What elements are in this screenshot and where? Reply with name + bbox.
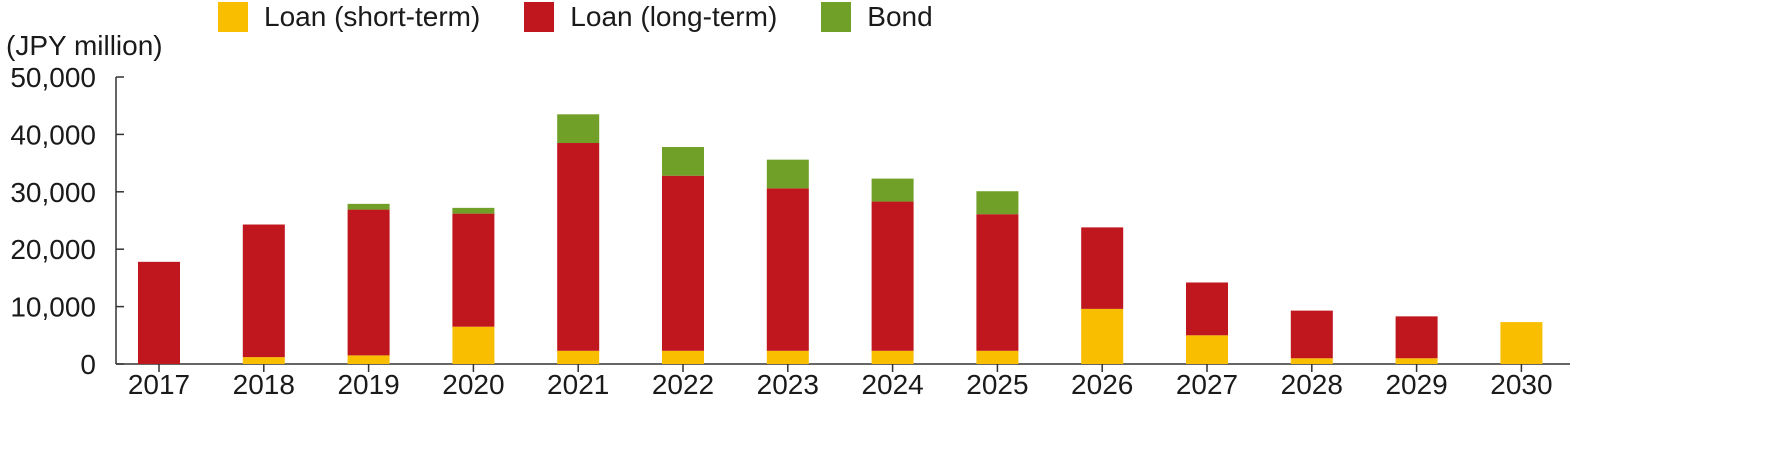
x-tick-label: 2025 [966,369,1028,400]
y-tick-label: 10,000 [10,292,96,323]
bar-loan-long-term-2028 [1290,310,1333,359]
x-tick-label: 2018 [233,369,295,400]
bar-loan-short-term-2020 [452,326,495,364]
chart-legend: Loan (short-term) Loan (long-term) Bond [218,0,977,34]
legend-swatch-loan-long-term [524,2,555,32]
bar-loan-short-term-2026 [1081,308,1124,364]
bar-loan-short-term-2018 [242,357,285,364]
x-tick-label: 2026 [1071,369,1133,400]
x-tick-label: 2030 [1490,369,1552,400]
x-tick-label: 2019 [337,369,399,400]
bar-loan-long-term-2017 [138,261,180,364]
y-axis-unit-label: (JPY million) [6,30,163,61]
legend-label-loan-short-term: Loan (short-term) [264,1,481,32]
bar-loan-short-term-2028 [1290,358,1333,364]
y-tick-label: 0 [80,349,96,380]
bar-loan-short-term-2023 [766,350,809,364]
bar-bond-2019 [347,203,390,210]
bar-loan-long-term-2021 [557,143,600,351]
bar-loan-short-term-2027 [1186,335,1228,364]
bar-loan-short-term-2029 [1395,358,1438,364]
y-tick-label: 40,000 [10,119,96,150]
bar-loan-short-term-2019 [347,355,390,364]
x-tick-label: 2017 [128,369,190,400]
bar-loan-long-term-2020 [452,213,495,327]
legend-label-loan-long-term: Loan (long-term) [570,1,778,32]
x-tick-label: 2028 [1281,369,1343,400]
bar-loan-long-term-2019 [347,209,390,356]
bar-bond-2020 [452,207,495,214]
bar-loan-long-term-2023 [766,188,809,351]
bar-loan-long-term-2018 [242,224,285,358]
legend-swatch-bond [821,2,852,32]
bar-loan-short-term-2022 [662,350,704,364]
legend-item-bond: Bond [821,1,933,33]
bar-bond-2021 [557,114,600,144]
bar-loan-short-term-2025 [976,350,1019,364]
bar-loan-long-term-2024 [871,201,914,351]
bar-loan-long-term-2025 [976,214,1019,351]
y-tick-label: 30,000 [10,177,96,208]
x-tick-label: 2021 [547,369,609,400]
bar-loan-short-term-2021 [557,350,600,364]
legend-item-loan-long-term: Loan (long-term) [524,1,777,33]
x-tick-label: 2023 [757,369,819,400]
y-tick-label: 20,000 [10,234,96,265]
x-tick-label: 2029 [1385,369,1447,400]
bar-loan-long-term-2027 [1186,282,1228,336]
x-tick-label: 2020 [442,369,504,400]
bar-loan-long-term-2029 [1395,316,1438,359]
legend-label-bond: Bond [867,1,933,32]
bar-bond-2024 [871,178,914,202]
bar-loan-long-term-2026 [1081,227,1124,309]
x-tick-label: 2024 [861,369,923,400]
x-tick-label: 2022 [652,369,714,400]
x-tick-label: 2027 [1176,369,1238,400]
bar-loan-short-term-2024 [871,350,914,364]
bar-loan-long-term-2022 [662,175,704,351]
legend-item-loan-short-term: Loan (short-term) [218,1,480,33]
bar-bond-2025 [976,191,1019,215]
y-tick-label: 50,000 [10,62,96,93]
legend-swatch-loan-short-term [218,2,248,32]
bar-bond-2023 [766,159,809,189]
bar-loan-short-term-2030 [1500,322,1543,364]
bar-bond-2022 [662,147,704,176]
